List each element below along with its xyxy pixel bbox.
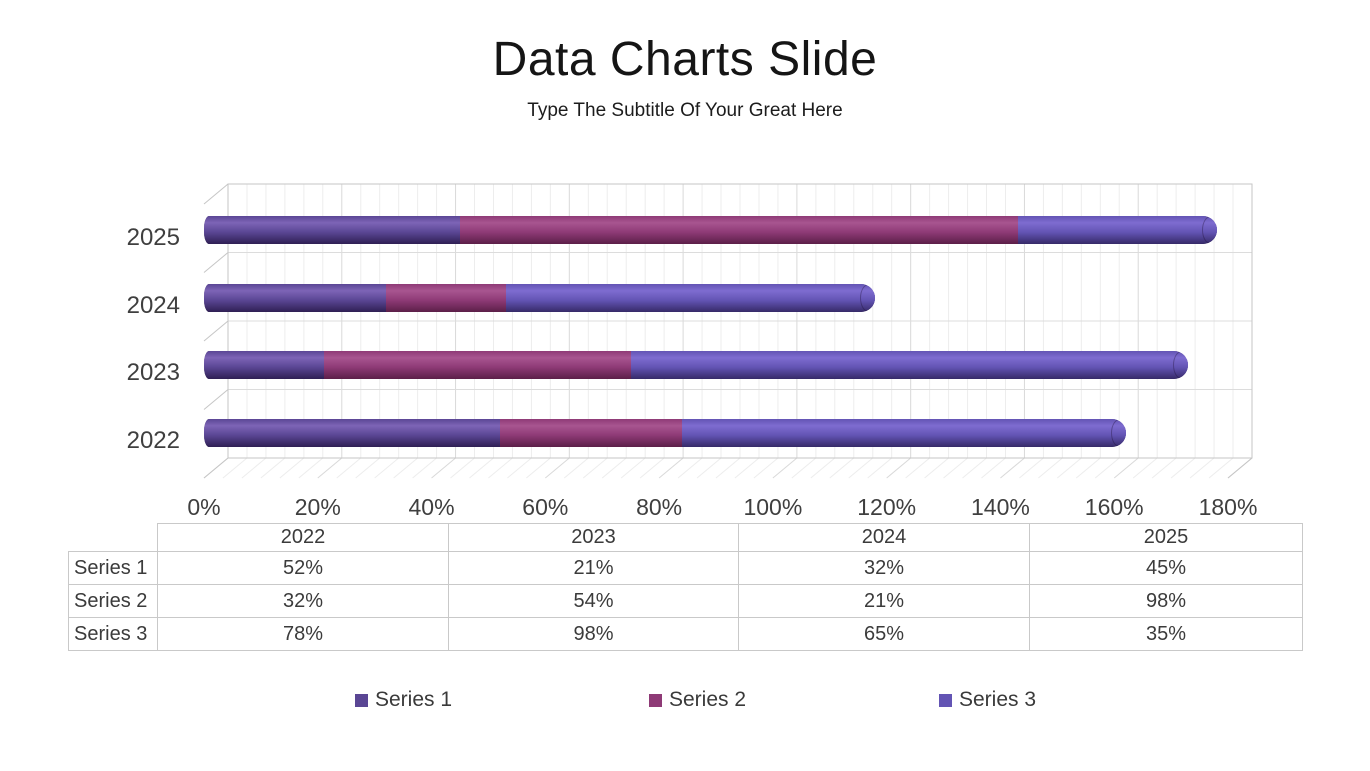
table-cell-series-3-2023: 98% [448,617,739,651]
table-row-label: Series 3 [68,617,158,651]
table-header-2025: 2025 [1029,523,1303,552]
table-header-2022: 2022 [157,523,449,552]
table-cell-series-3-2025: 35% [1029,617,1303,651]
legend-item-series-3: Series 3 [939,688,1036,712]
table-cell-series-1-2024: 32% [738,551,1030,585]
table-cell-series-3-2024: 65% [738,617,1030,651]
table-cell-series-1-2022: 52% [157,551,449,585]
table-corner-cell [69,524,158,552]
table-row-label: Series 2 [68,584,158,618]
legend-label: Series 3 [959,688,1037,711]
slide-subtitle: Type The Subtitle Of Your Great Here [527,100,843,121]
legend-item-series-1: Series 1 [355,688,452,712]
chart-data-table-wrap: 2022 2023 2024 2025 Series 1 52% 21% 32% 45% Seri… [68,523,1303,651]
legend-label: Series 2 [669,688,747,711]
legend-label: Series 1 [375,688,453,711]
table-header-2024: 2024 [738,523,1030,552]
slide-title: Data Charts Slide [492,33,878,86]
legend-swatch-icon [939,693,952,707]
table-cell-series-1-2023: 21% [448,551,739,585]
table-cell-series-2-2022: 32% [157,584,449,618]
table-row: Series 1 52% 21% 32% 45% [68,551,1303,585]
table-row: Series 3 78% 98% 65% 35% [68,617,1303,651]
legend-item-series-2: Series 2 [649,688,746,712]
table-cell-series-3-2022: 78% [157,617,449,651]
legend-swatch-icon [649,693,662,707]
chart-data-table: 2022 2023 2024 2025 Series 1 52% 21% 32% 45% Seri… [68,523,1303,651]
table-cell-series-2-2024: 21% [738,584,1030,618]
table-cell-series-2-2023: 54% [448,584,739,618]
table-row-label: Series 1 [68,551,158,585]
legend-swatch-icon [355,693,368,707]
table-row: Series 2 32% 54% 21% 98% [68,584,1303,618]
table-header-2023: 2023 [448,523,739,552]
table-cell-series-1-2025: 45% [1029,551,1303,585]
table-cell-series-2-2025: 98% [1029,584,1303,618]
